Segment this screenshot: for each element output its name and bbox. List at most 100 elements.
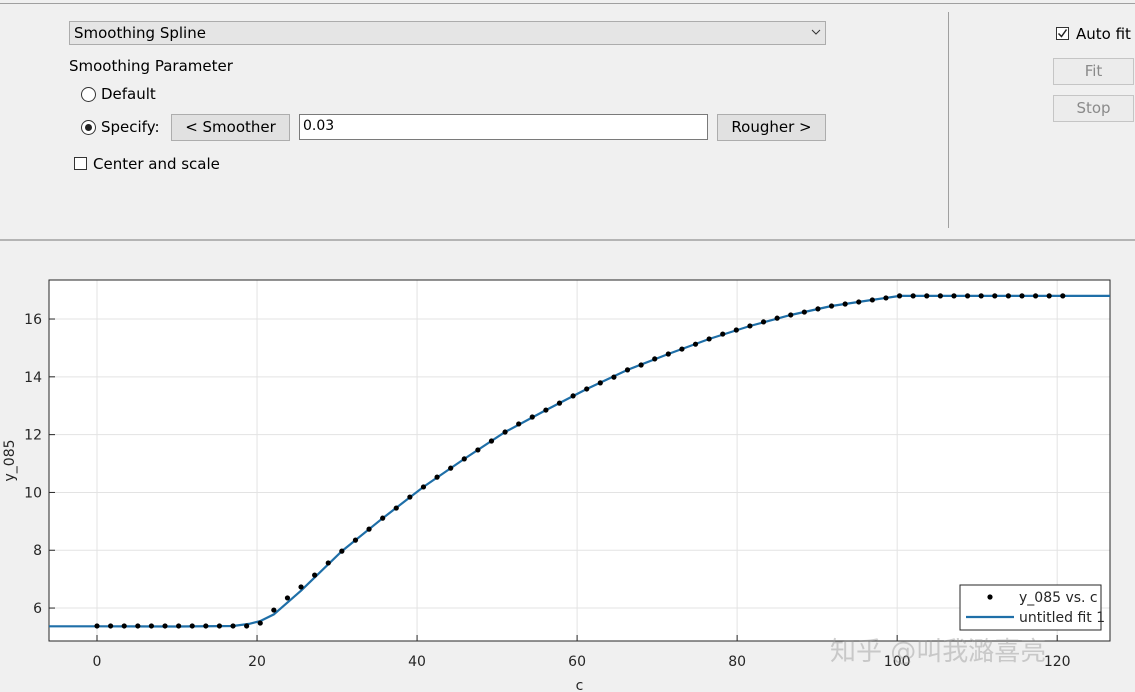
specify-radio[interactable] [81,120,96,135]
data-point [298,584,304,590]
data-point [352,537,359,543]
separator [948,12,949,228]
data-point [584,386,590,392]
data-point [516,421,522,427]
data-point [842,301,848,307]
data-point [801,309,807,315]
data-point [162,623,168,629]
data-point [312,572,318,578]
default-radio[interactable] [81,87,96,102]
radio-dot [85,124,92,131]
data-point [665,351,671,357]
data-point [1005,293,1011,299]
axes-box [48,279,1111,642]
legend-label: y_085 vs. c [1019,590,1098,606]
data-point [964,293,971,299]
data-point [216,623,223,629]
data-point [692,341,699,347]
legend-box [959,584,1102,631]
data-point [760,319,767,325]
data-point [1060,293,1066,299]
data-point [747,323,753,329]
data-point [638,362,644,368]
data-point [284,595,291,601]
smoother-button[interactable]: < Smoother [171,114,290,141]
x-tick-label: 20 [248,654,266,670]
x-axis-label: c [576,678,584,692]
data-point [407,494,413,500]
data-point [774,315,780,321]
auto-fit-label: Auto fit [1076,25,1131,43]
data-point [543,407,549,413]
center-scale-checkbox[interactable] [74,157,87,170]
legend-label: untitled fit 1 [1019,610,1105,626]
fit-button[interactable]: Fit [1053,58,1134,85]
data-point [624,367,631,373]
y-tick-label: 6 [33,601,42,617]
x-tick-label: 0 [93,654,102,670]
data-point [121,623,127,629]
data-point [230,623,236,629]
data-point [951,293,957,299]
data-point [94,623,100,629]
x-tick-label: 100 [884,654,911,670]
data-point [448,465,454,471]
rougher-button[interactable]: Rougher > [717,114,826,141]
data-point [461,456,467,462]
data-point [1019,293,1025,299]
data-point [502,429,508,435]
data-point [257,620,263,626]
data-point [108,623,114,629]
dropdown-arrow [811,29,821,35]
data-point [937,293,943,299]
data-point [869,297,875,303]
data-point [271,607,277,613]
y-tick-label: 8 [33,543,42,559]
data-point [706,336,712,342]
data-point [1032,293,1039,299]
data-point [611,374,617,380]
auto-fit-checkbox[interactable] [1056,27,1069,40]
data-point [420,484,427,490]
y-tick-label: 16 [24,312,42,328]
default-label: Default [101,85,156,103]
data-point [815,306,821,312]
y-tick-label: 14 [24,370,42,386]
data-point [597,380,603,386]
data-point [788,312,794,318]
data-point [978,293,984,299]
fit-type-dropdown[interactable]: Smoothing Spline [69,21,826,45]
center-scale-label: Center and scale [93,155,220,173]
data-point [434,474,440,480]
data-point [556,400,563,406]
data-point [896,293,903,299]
data-point [393,505,399,511]
x-tick-label: 40 [408,654,426,670]
watermark: 知乎 @叫我潞喜亮 [830,637,1046,667]
data-point [1046,293,1052,299]
data-point [733,327,739,333]
specify-label: Specify: [101,118,160,136]
top-border [0,3,1135,4]
data-point [325,560,331,566]
parameter-input[interactable]: 0.03 [299,114,708,140]
stop-button[interactable]: Stop [1053,95,1134,122]
y-tick-label: 10 [24,485,42,501]
data-point [652,356,658,362]
x-tick-label: 80 [728,654,746,670]
data-point [924,293,930,299]
data-point [189,623,195,629]
data-point [992,293,998,299]
data-point [529,414,535,420]
check-mark [1057,29,1068,38]
legend-marker [987,594,993,600]
data-point [475,447,481,453]
y-axis-label: y_085 [2,439,18,481]
data-point [910,293,916,299]
x-tick-label: 120 [1044,654,1071,670]
data-point [570,393,576,399]
panel-divider [0,239,1135,241]
data-point [148,623,155,629]
plot-area [49,280,1110,641]
